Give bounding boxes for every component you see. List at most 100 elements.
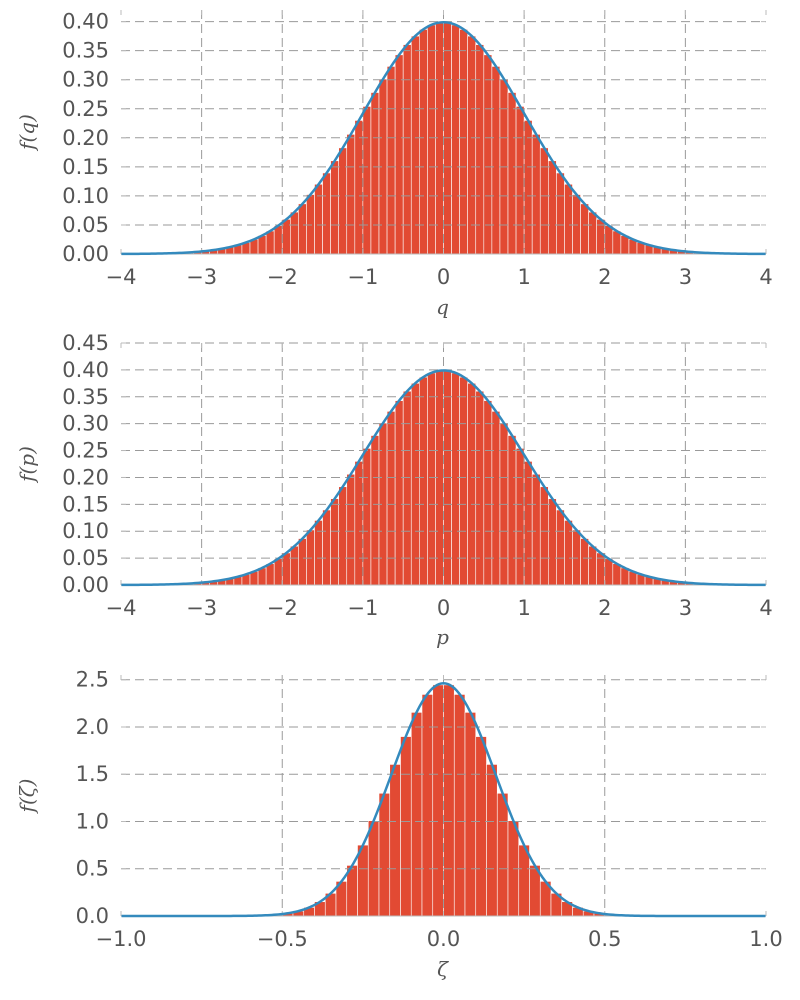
hist-bar xyxy=(453,694,466,917)
x-tick-label: −4 xyxy=(106,596,137,620)
hist-bar xyxy=(394,400,404,586)
x-axis-label: ζ xyxy=(437,957,449,981)
hist-bar xyxy=(572,529,581,586)
hist-bar xyxy=(273,558,283,586)
hist-bar xyxy=(483,54,493,255)
hist-bar xyxy=(421,694,434,917)
hist-bar xyxy=(548,160,557,255)
hist-bar xyxy=(378,792,391,917)
hist-bar xyxy=(314,520,323,586)
hist-bar xyxy=(435,22,444,255)
hist-bar xyxy=(290,211,299,255)
x-tick-label: −3 xyxy=(186,265,217,289)
y-tick-label: 0.00 xyxy=(62,242,109,266)
y-tick-label: 0.35 xyxy=(62,39,109,63)
hist-bar xyxy=(338,486,348,586)
x-tick-label: −4 xyxy=(106,265,137,289)
hist-bar xyxy=(491,411,501,586)
hist-bar xyxy=(475,44,485,255)
y-tick-label: 0.05 xyxy=(62,213,109,237)
y-tick-label: 2.5 xyxy=(76,668,109,692)
hist-bar xyxy=(523,461,533,586)
y-tick-label: 0.10 xyxy=(62,184,109,208)
hist-bar xyxy=(564,520,573,586)
x-tick-label: 4 xyxy=(759,596,772,620)
hist-bar xyxy=(419,376,428,586)
y-tick-label: 0.15 xyxy=(62,155,109,179)
hist-bar xyxy=(354,120,364,255)
hist-bar xyxy=(588,211,597,255)
hist-bar xyxy=(518,844,530,917)
x-tick-label: −3 xyxy=(186,596,217,620)
hist-bar xyxy=(475,390,485,586)
x-axis-label: p xyxy=(436,625,449,649)
y-axis-label: f(p) xyxy=(15,446,39,484)
hist-bar xyxy=(523,120,533,255)
hist-bar xyxy=(362,448,372,586)
y-tick-label: 0.0 xyxy=(76,904,109,928)
hist-bar xyxy=(507,435,517,586)
hist-bar xyxy=(338,147,348,255)
hist-bar xyxy=(443,684,455,917)
hist-bar xyxy=(507,92,517,255)
x-tick-label: −0.5 xyxy=(257,927,308,951)
hist-bar xyxy=(475,736,487,917)
hist-bar xyxy=(330,498,339,586)
y-tick-label: 0.30 xyxy=(62,412,109,436)
y-tick-label: 0.25 xyxy=(62,439,109,463)
hist-bar xyxy=(588,545,597,586)
hist-bar xyxy=(419,29,428,255)
y-tick-label: 0.40 xyxy=(62,358,109,382)
x-tick-label: 1 xyxy=(517,265,530,289)
hist-bar xyxy=(362,106,372,255)
hist-bar xyxy=(486,764,498,917)
y-axis-label: f(ζ) xyxy=(15,779,39,815)
x-tick-label: 0 xyxy=(437,596,450,620)
x-tick-label: 0 xyxy=(437,265,450,289)
y-tick-label: 1.0 xyxy=(76,809,109,833)
y-tick-label: 0.20 xyxy=(62,126,109,150)
y-tick-label: 0.5 xyxy=(76,857,109,881)
y-tick-label: 0.15 xyxy=(62,492,109,516)
y-tick-label: 0.40 xyxy=(62,10,109,34)
hist-bar xyxy=(604,225,614,255)
hist-bar xyxy=(427,372,436,586)
y-tick-label: 0.20 xyxy=(62,465,109,489)
hist-bar xyxy=(402,44,412,255)
x-tick-label: 0.0 xyxy=(427,927,460,951)
hist-bar xyxy=(354,461,364,586)
hist-bar xyxy=(389,764,401,917)
hist-bar xyxy=(612,230,622,255)
x-tick-label: 1 xyxy=(517,596,530,620)
hist-bar xyxy=(298,203,307,255)
y-tick-label: 0.30 xyxy=(62,68,109,92)
x-tick-label: 4 xyxy=(759,265,772,289)
hist-bar xyxy=(580,538,589,586)
hist-bar xyxy=(572,194,581,255)
y-tick-label: 0.25 xyxy=(62,97,109,121)
hist-bar xyxy=(459,29,468,255)
density-curve xyxy=(121,682,766,918)
hist-bar xyxy=(290,545,299,586)
hist-bar xyxy=(322,172,331,255)
hist-bar xyxy=(467,35,477,255)
hist-bar xyxy=(612,563,622,586)
hist-bar xyxy=(410,382,420,586)
density-curve xyxy=(121,20,766,256)
x-tick-label: −2 xyxy=(267,596,298,620)
hist-bar xyxy=(265,230,275,255)
hist-bar xyxy=(322,509,331,586)
x-tick-label: −2 xyxy=(267,265,298,289)
y-tick-label: 2.0 xyxy=(76,715,109,739)
hist-bar xyxy=(496,792,509,917)
hist-bar xyxy=(531,473,541,586)
chart-panel-1: −4 −3 −2 −1 0 1 2 3 4 0.00 0.05 0.10 0.15 0.20 0.25 0.3… xyxy=(15,10,773,319)
hist-bar xyxy=(483,400,493,586)
hist-bar xyxy=(451,372,460,586)
y-tick-label: 0.00 xyxy=(62,573,109,597)
x-tick-label: −1 xyxy=(347,596,378,620)
hist-bar xyxy=(357,844,369,917)
hist-bar xyxy=(314,183,323,255)
x-tick-label: 2 xyxy=(598,596,611,620)
